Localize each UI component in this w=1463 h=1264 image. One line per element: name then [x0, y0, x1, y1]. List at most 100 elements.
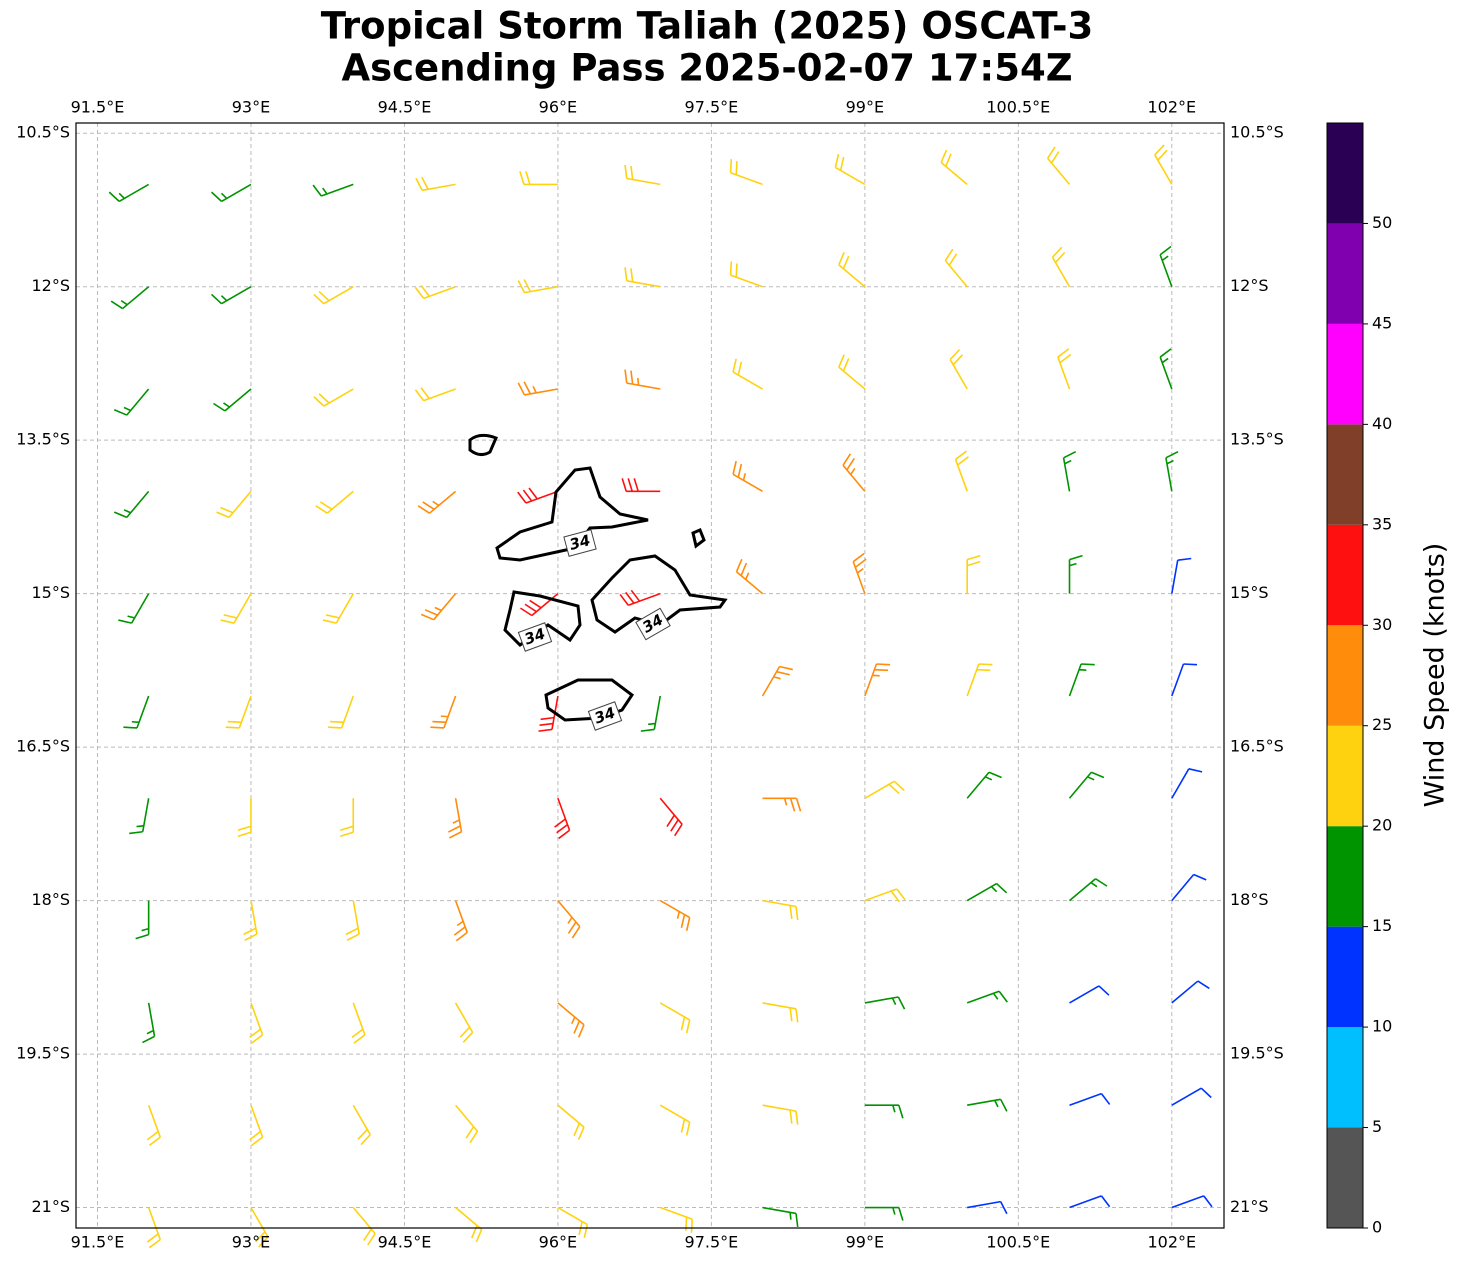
wind-barb [345, 900, 360, 941]
wind-barb [519, 171, 558, 186]
y-tick-label: 18°S [1230, 890, 1269, 909]
wind-barb [1068, 771, 1105, 799]
wind-barb [732, 460, 763, 493]
y-tick-label: 10.5°S [16, 123, 70, 142]
colorbar-label: Wind Speed (knots) [1420, 543, 1451, 808]
wind-barb [517, 279, 559, 294]
wind-barb [834, 153, 866, 186]
y-tick-label: 12°S [31, 276, 70, 295]
contour-line [544, 678, 635, 722]
wind-barb [1057, 348, 1072, 390]
wind-barb [313, 286, 354, 305]
colorbar: 0 5 10 15 20 25 30 35 40 45 50 [1326, 122, 1392, 1237]
colorbar-segment [1327, 926, 1363, 1028]
x-tick-label: 97.5°E [685, 98, 739, 117]
colorbar-segment [1327, 1027, 1363, 1128]
wind-barb [762, 1104, 799, 1125]
wind-barb [312, 183, 354, 197]
y-tick-label: 16.5°S [1230, 737, 1284, 756]
wind-barb [146, 1207, 162, 1249]
colorbar-segment [1327, 1127, 1363, 1228]
wind-barb [420, 593, 457, 621]
wind-barb [557, 1002, 585, 1038]
wind-barb [967, 1098, 1008, 1112]
x-tick-label: 99°E [846, 1233, 884, 1252]
x-tick-label: 102°E [1147, 1233, 1196, 1252]
wind-barb [640, 695, 662, 732]
wind-barb [351, 1002, 366, 1044]
x-tick-label: 94.5°E [378, 98, 432, 117]
wind-barb [352, 1104, 371, 1146]
contour-label-box [587, 701, 623, 731]
wind-barb [659, 1104, 691, 1136]
colorbar-tick-label: 5 [1372, 1117, 1382, 1136]
wind-barb [322, 593, 354, 624]
wind-barb [557, 1104, 585, 1140]
wind-barb [415, 176, 456, 192]
wind-barb [1051, 246, 1071, 288]
x-tick-label: 100.5°E [986, 98, 1050, 117]
wind-barb [1171, 1195, 1213, 1209]
y-tick-label: 19.5°S [1230, 1044, 1284, 1063]
wind-barb [729, 261, 763, 288]
wind-barb [118, 593, 150, 624]
wind-barb [108, 183, 150, 203]
wind-barb [213, 388, 252, 412]
wind-barb [864, 663, 891, 697]
wind-barb [313, 388, 354, 407]
x-tick-label: 96°E [539, 1233, 577, 1252]
y-tick-label: 12°S [1230, 276, 1269, 295]
wind-barb [142, 1002, 156, 1044]
wind-barb [954, 450, 969, 492]
x-tick-label: 99°E [846, 98, 884, 117]
y-tick-label: 18°S [31, 890, 70, 909]
y-tick-label: 21°S [1230, 1197, 1269, 1216]
wind-barb [352, 1207, 376, 1246]
wind-barb [864, 1104, 904, 1119]
x-tick-label: 91.5°E [71, 1233, 125, 1252]
wind-barb [949, 349, 968, 390]
colorbar-tick-label: 40 [1372, 414, 1392, 433]
wind-barb [129, 798, 150, 835]
colorbar-segment [1327, 424, 1363, 525]
contour-label: 34 [567, 531, 592, 554]
colorbar-segment [1327, 223, 1363, 324]
wind-barb [135, 900, 150, 940]
wind-barb [243, 900, 258, 941]
wind-barb [414, 284, 456, 300]
wind-barb [864, 780, 905, 799]
x-tick-label: 100.5°E [986, 1233, 1050, 1252]
wind-barb [864, 1206, 904, 1221]
wind-barb [1068, 554, 1083, 594]
wind-barb [624, 369, 661, 390]
wind-barb [520, 593, 559, 617]
contour-line [495, 466, 649, 562]
colorbar-segment [1327, 123, 1363, 224]
map-frame [75, 122, 1225, 1229]
contour-label-box [563, 529, 597, 557]
wind-barb [762, 899, 799, 921]
wind-barb [761, 665, 793, 697]
wind-barb [417, 490, 457, 514]
wind-barb [966, 990, 1008, 1004]
colorbar-tick-label: 30 [1372, 615, 1392, 634]
wind-barb [113, 388, 150, 416]
wind-barb [659, 797, 683, 837]
wind-barb [211, 286, 252, 305]
wind-barb [315, 490, 354, 514]
y-tick-label: 13.5°S [1230, 430, 1284, 449]
wind-barb [621, 478, 661, 493]
wind-barb [328, 695, 355, 729]
contour-line [503, 590, 582, 647]
y-tick-label: 21°S [31, 1197, 70, 1216]
grid [76, 123, 1224, 1228]
wind-barb [1171, 980, 1210, 1004]
colorbar-tick-label: 20 [1372, 816, 1392, 835]
wind-barb [517, 381, 559, 396]
wind-barb [454, 1104, 479, 1144]
wind-barb [624, 164, 661, 186]
wind-barb [619, 589, 661, 607]
wind-barb [732, 358, 763, 390]
x-tick-label: 91.5°E [71, 98, 125, 117]
x-tick-label: 97.5°E [685, 1233, 739, 1252]
